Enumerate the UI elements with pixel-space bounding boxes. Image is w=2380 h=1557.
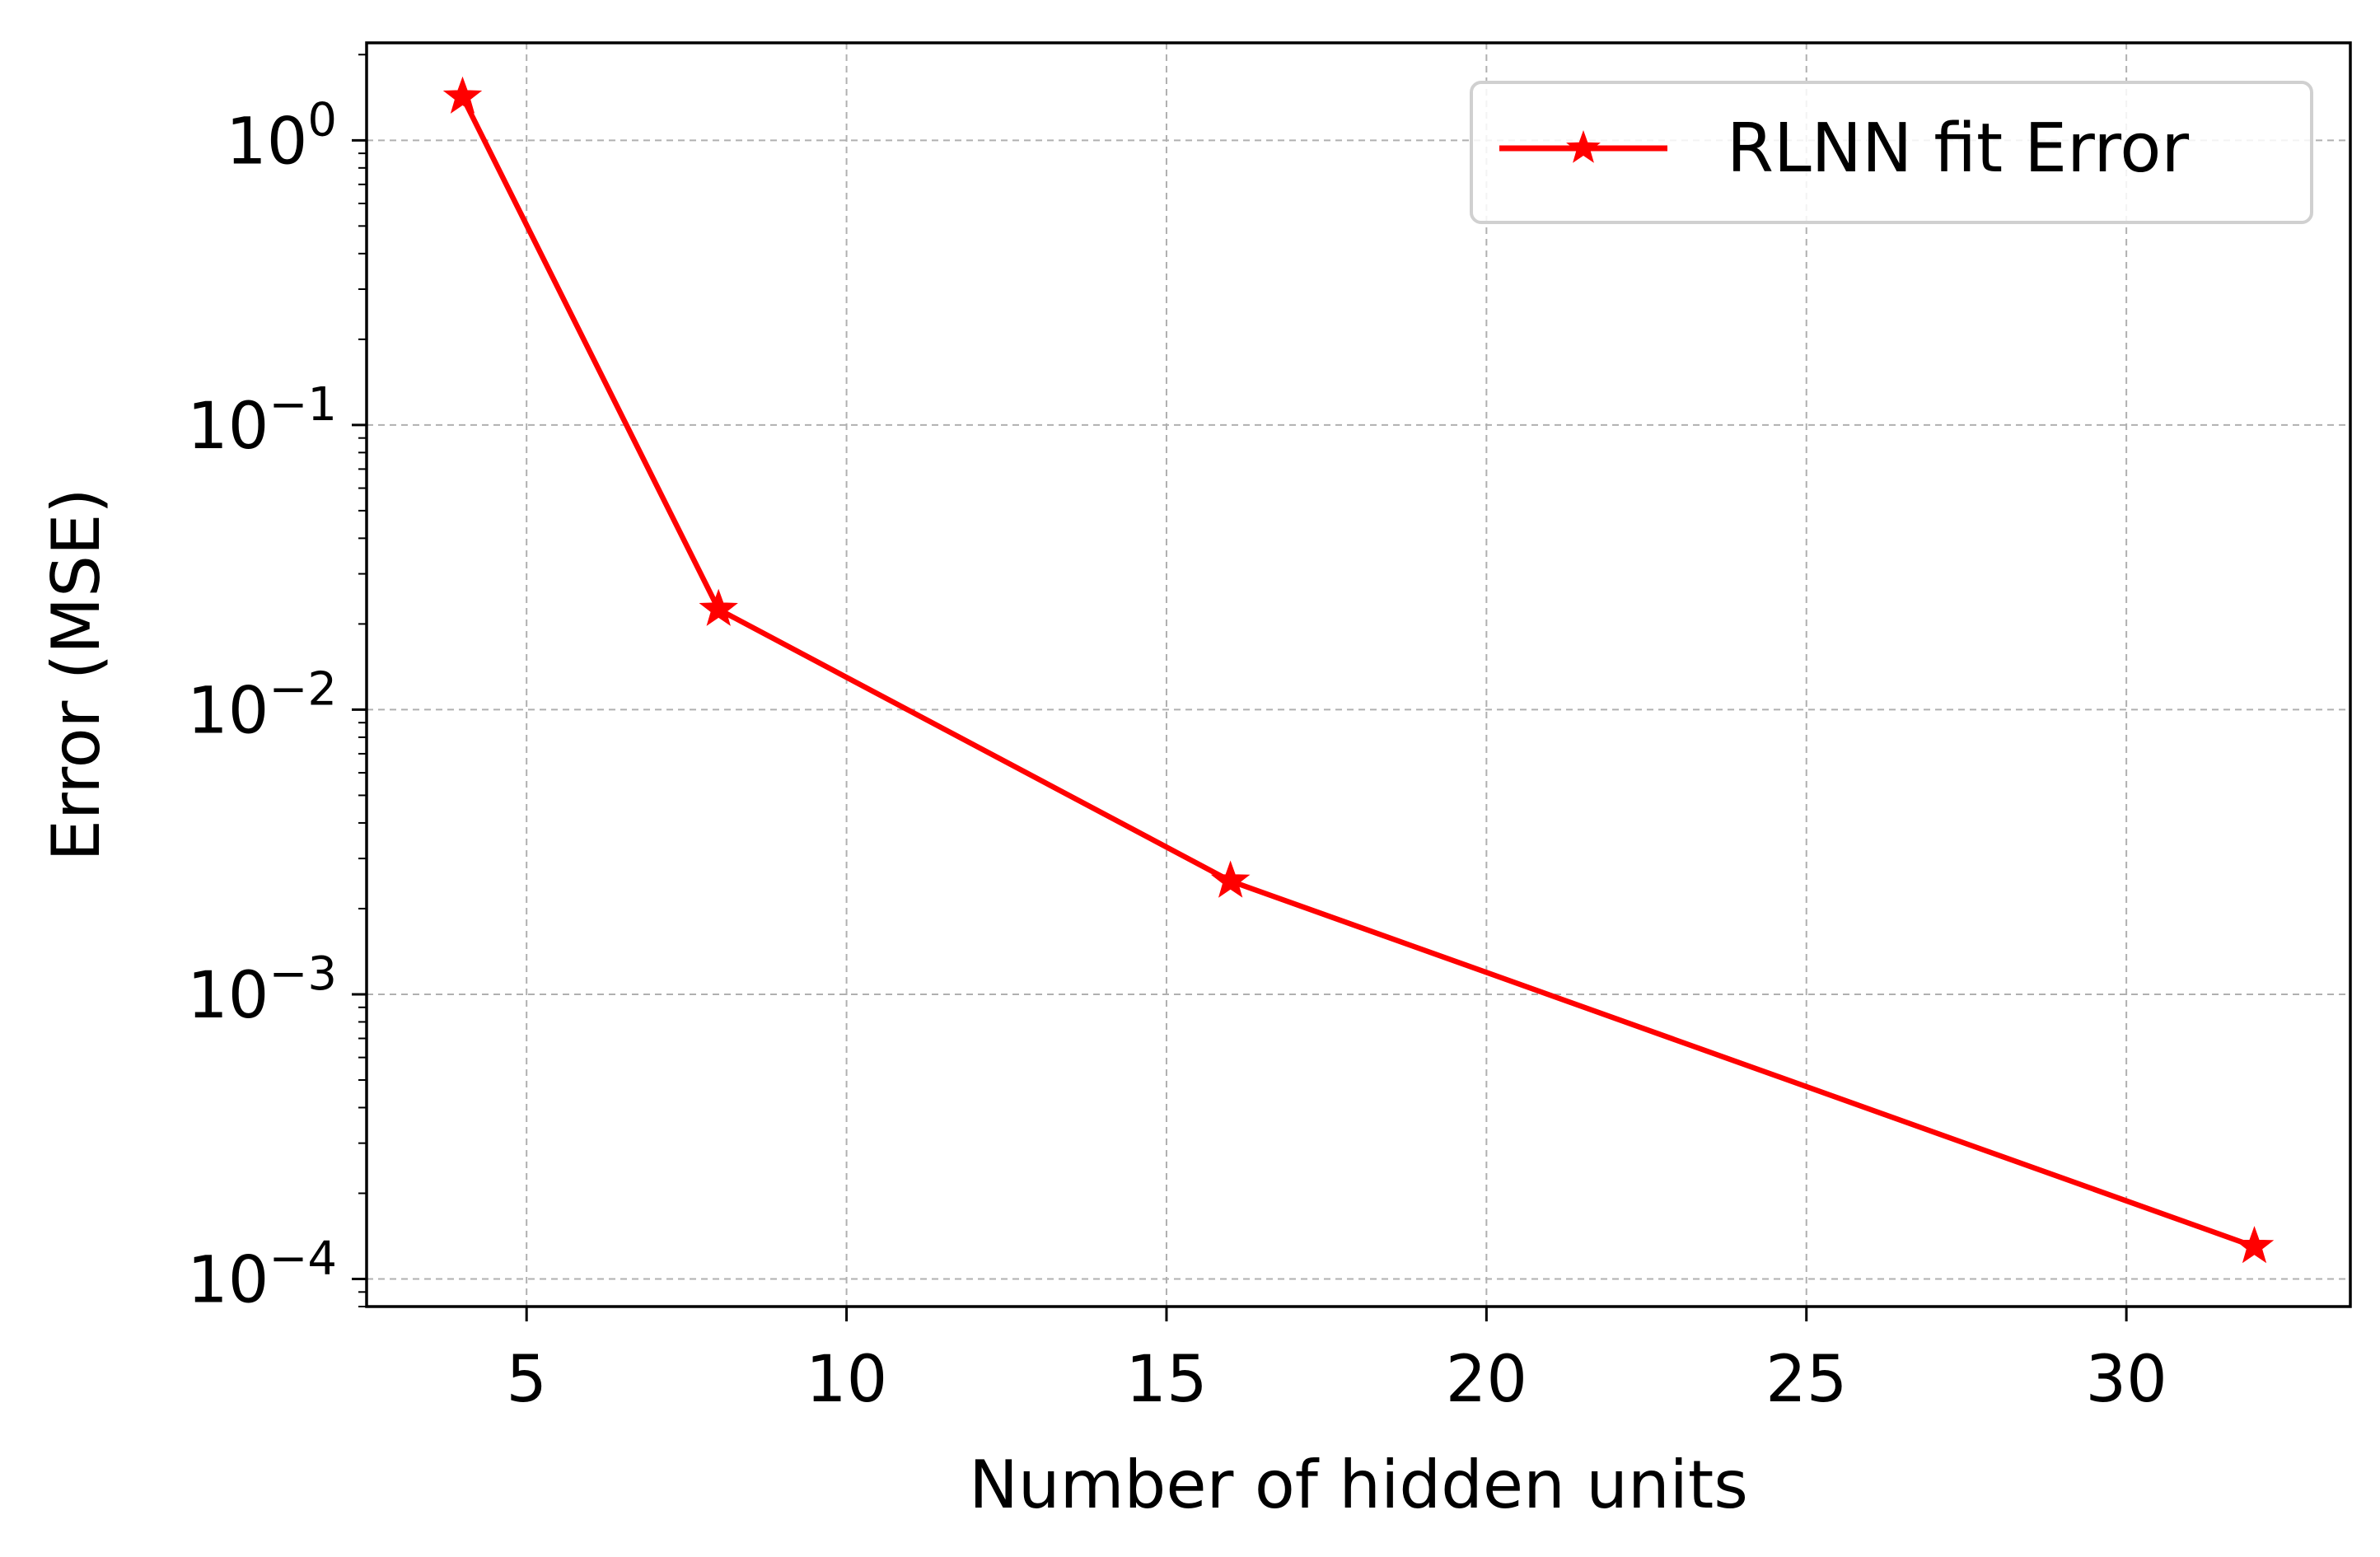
series-layer bbox=[442, 76, 2275, 1264]
x-tick-label: 15 bbox=[1125, 1343, 1207, 1417]
x-tick-label: 5 bbox=[506, 1343, 547, 1417]
x-axis-title: Number of hidden units bbox=[969, 1447, 1748, 1523]
x-tick-label: 20 bbox=[1446, 1343, 1527, 1417]
legend-box bbox=[1470, 81, 2313, 224]
legend-label: RLNN fit Error bbox=[1727, 110, 2189, 188]
y-axis-title: Error (MSE) bbox=[38, 488, 115, 861]
x-tick-label: 30 bbox=[2085, 1343, 2167, 1417]
x-tick-label: 10 bbox=[806, 1343, 887, 1417]
ticks: 5 10 15 20 25 30 100 10−1 10−2 10−3 10−4 bbox=[187, 54, 2167, 1417]
legend: RLNN fit Error bbox=[1470, 81, 2313, 224]
y-tick-label: 10−2 bbox=[187, 662, 337, 748]
data-point-star-marker bbox=[442, 76, 483, 114]
y-tick-label: 10−4 bbox=[187, 1232, 337, 1318]
legend-star-marker bbox=[1566, 130, 1601, 163]
y-tick-label: 10−3 bbox=[187, 947, 337, 1033]
plot-frame bbox=[365, 41, 2352, 1308]
y-tick-label: 100 bbox=[226, 93, 337, 179]
x-tick-label: 25 bbox=[1765, 1343, 1847, 1417]
series-line bbox=[460, 96, 2256, 1250]
data-point-star-marker bbox=[699, 588, 738, 626]
y-tick-label: 10−1 bbox=[187, 378, 337, 464]
data-point-star-marker bbox=[2234, 1226, 2275, 1264]
data-point-star-marker bbox=[1210, 860, 1251, 898]
